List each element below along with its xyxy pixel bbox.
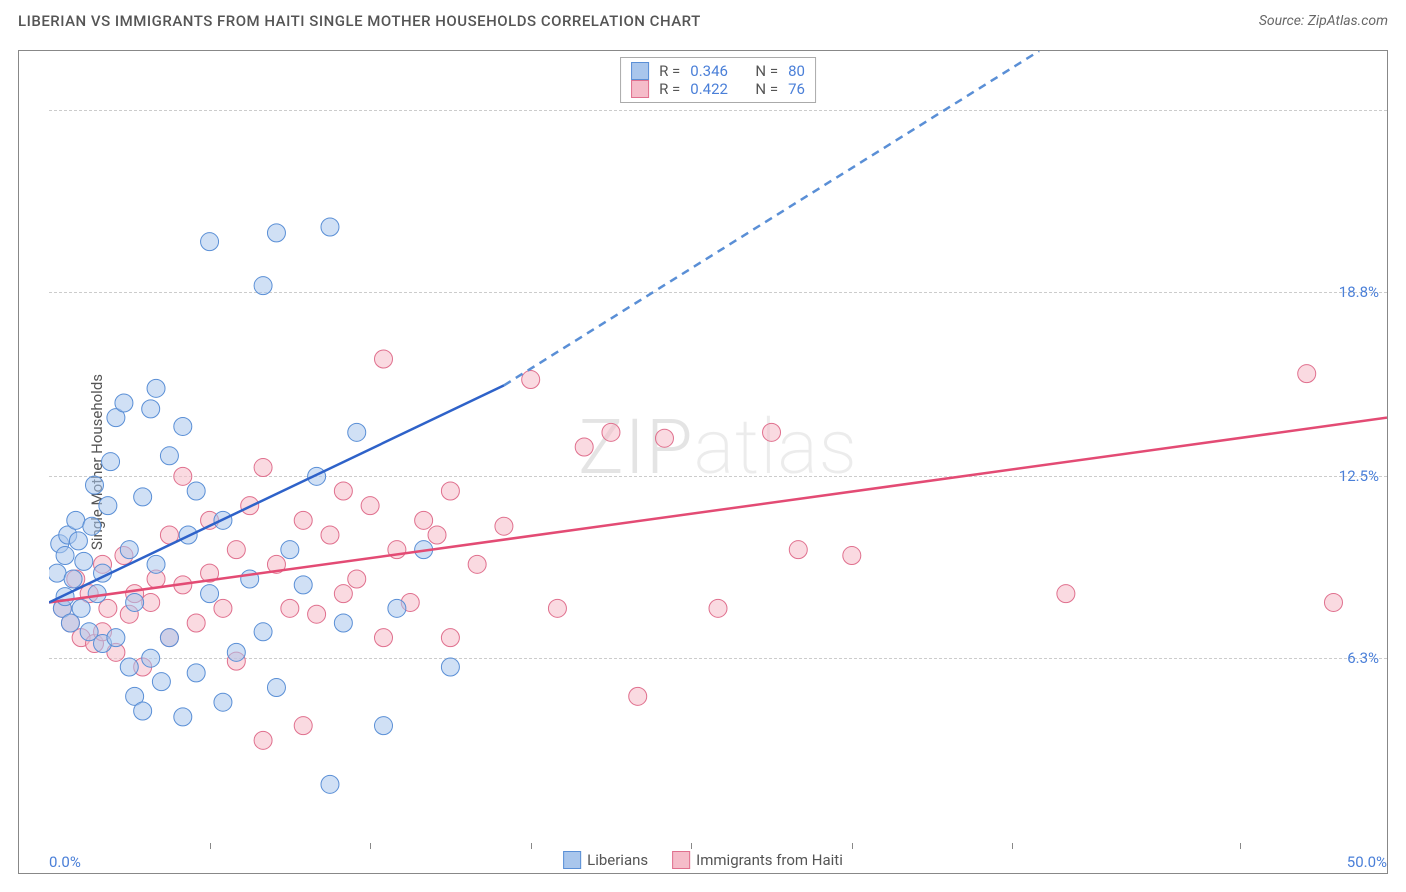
n-value-liberians: 80 (788, 62, 805, 80)
chart-header: LIBERIAN VS IMMIGRANTS FROM HAITI SINGLE… (0, 0, 1406, 38)
scatter-plot (49, 51, 1387, 843)
swatch-haiti (672, 851, 690, 869)
plot-area: ZIPatlas 6.3%12.5%18.8%0.0%50.0% R = 0.3… (49, 51, 1387, 843)
r-label: R = (659, 80, 680, 98)
xtick-label: 0.0% (49, 853, 81, 871)
legend-item-liberians: Liberians (563, 851, 648, 869)
legend-row-liberians: R = 0.346 N = 80 (631, 62, 805, 80)
legend-row-haiti: R = 0.422 N = 76 (631, 80, 805, 98)
chart-source: Source: ZipAtlas.com (1259, 13, 1388, 29)
n-label: N = (755, 62, 778, 80)
swatch-haiti (631, 80, 649, 98)
r-value-liberians: 0.346 (690, 62, 728, 80)
n-value-haiti: 76 (788, 80, 805, 98)
xtick-label: 50.0% (1347, 853, 1387, 871)
swatch-liberians (563, 851, 581, 869)
chart-title: LIBERIAN VS IMMIGRANTS FROM HAITI SINGLE… (18, 12, 701, 30)
r-value-haiti: 0.422 (690, 80, 728, 98)
legend-label-haiti: Immigrants from Haiti (696, 851, 843, 869)
chart-container: Single Mother Households ZIPatlas 6.3%12… (18, 50, 1388, 874)
n-label: N = (755, 80, 778, 98)
series-legend: Liberians Immigrants from Haiti (563, 851, 843, 869)
swatch-liberians (631, 62, 649, 80)
legend-item-haiti: Immigrants from Haiti (672, 851, 843, 869)
r-label: R = (659, 62, 680, 80)
legend-label-liberians: Liberians (587, 851, 648, 869)
correlation-legend: R = 0.346 N = 80 R = 0.422 N = 76 (620, 57, 816, 103)
